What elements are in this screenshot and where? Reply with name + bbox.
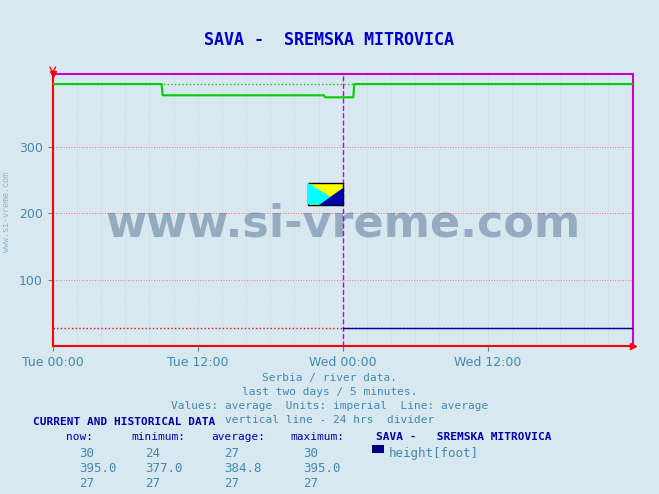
Text: 24: 24: [145, 447, 160, 460]
Text: 27: 27: [303, 477, 318, 490]
Text: 395.0: 395.0: [79, 462, 117, 475]
Text: www.si-vreme.com: www.si-vreme.com: [2, 172, 11, 252]
Text: 27: 27: [224, 477, 239, 490]
Text: 27: 27: [79, 477, 94, 490]
Text: Serbia / river data.
last two days / 5 minutes.
Values: average  Units: imperial: Serbia / river data. last two days / 5 m…: [171, 373, 488, 425]
Text: height[foot]: height[foot]: [389, 447, 479, 460]
Text: 384.8: 384.8: [224, 462, 262, 475]
FancyBboxPatch shape: [308, 183, 343, 205]
Text: CURRENT AND HISTORICAL DATA: CURRENT AND HISTORICAL DATA: [33, 417, 215, 427]
Text: average:: average:: [211, 432, 265, 442]
Polygon shape: [308, 183, 343, 205]
Text: SAVA -  SREMSKA MITROVICA: SAVA - SREMSKA MITROVICA: [204, 31, 455, 48]
Text: 30: 30: [303, 447, 318, 460]
Polygon shape: [320, 188, 343, 205]
Text: SAVA -   SREMSKA MITROVICA: SAVA - SREMSKA MITROVICA: [376, 432, 551, 442]
Text: 27: 27: [145, 477, 160, 490]
Text: minimum:: minimum:: [132, 432, 186, 442]
Text: www.si-vreme.com: www.si-vreme.com: [105, 202, 581, 245]
Text: maximum:: maximum:: [290, 432, 344, 442]
Text: 27: 27: [224, 447, 239, 460]
Text: now:: now:: [66, 432, 93, 442]
Text: 395.0: 395.0: [303, 462, 341, 475]
Text: 377.0: 377.0: [145, 462, 183, 475]
Text: 30: 30: [79, 447, 94, 460]
